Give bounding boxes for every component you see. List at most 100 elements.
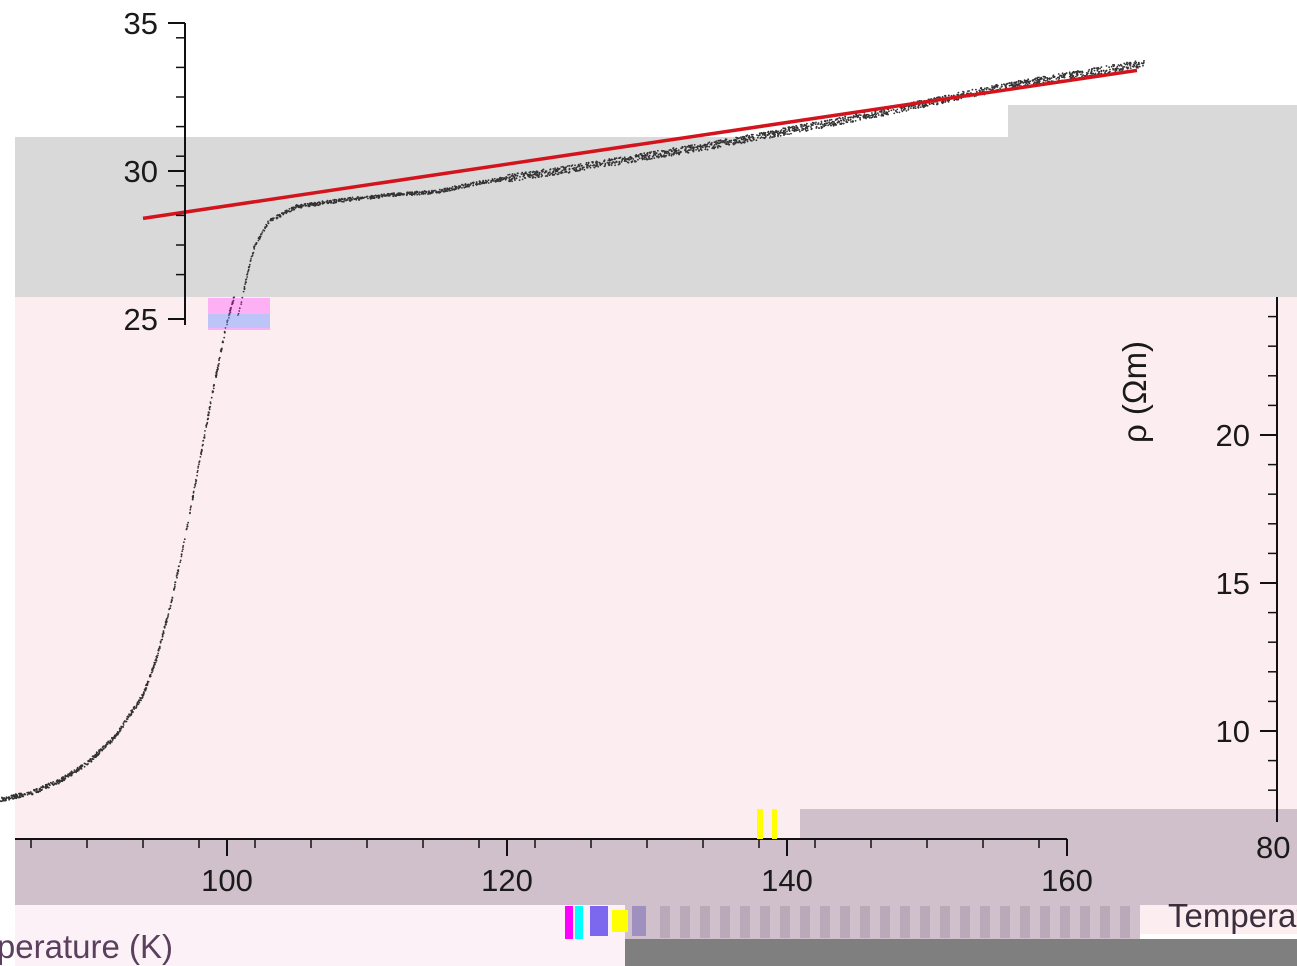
- data-point: [171, 599, 173, 602]
- data-point: [400, 192, 402, 195]
- data-point: [83, 765, 86, 768]
- data-point: [511, 173, 514, 175]
- data-point: [13, 797, 16, 800]
- glitch-tile: [1100, 906, 1110, 938]
- data-point: [795, 129, 797, 132]
- data-point: [84, 762, 87, 765]
- data-point: [118, 730, 121, 733]
- data-point: [62, 776, 65, 779]
- data-point: [888, 110, 890, 113]
- data-point: [738, 137, 741, 139]
- data-point: [528, 174, 531, 177]
- data-point: [681, 146, 684, 148]
- data-point: [57, 782, 60, 785]
- data-point: [418, 191, 421, 194]
- data-point: [408, 193, 411, 196]
- data-point: [397, 193, 399, 196]
- data-point: [376, 195, 378, 197]
- data-point: [309, 202, 312, 204]
- data-point: [1001, 85, 1003, 88]
- data-point: [551, 174, 554, 176]
- data-point: [416, 193, 419, 196]
- data-point: [51, 782, 54, 785]
- data-point: [193, 486, 196, 489]
- data-point: [798, 129, 801, 131]
- data-point: [29, 791, 32, 793]
- data-point: [1120, 68, 1122, 70]
- data-point: [533, 173, 536, 176]
- data-point: [1062, 75, 1065, 78]
- right-y-tick-label: 20: [1216, 418, 1250, 453]
- data-point: [173, 587, 176, 590]
- data-point: [758, 132, 761, 135]
- data-point: [1088, 68, 1091, 71]
- data-point: [750, 136, 752, 139]
- data-point: [820, 122, 823, 124]
- data-point: [90, 760, 93, 763]
- data-point: [799, 130, 801, 133]
- data-point: [261, 231, 264, 234]
- axes-layer: 25 30 35 10 15 20 100 120 140 160 80: [15, 6, 1290, 898]
- data-point: [540, 169, 543, 172]
- glitch-tile: [565, 906, 573, 939]
- data-point: [28, 792, 31, 795]
- data-point: [361, 196, 364, 199]
- data-point: [318, 201, 320, 204]
- data-point: [744, 139, 747, 142]
- data-point: [272, 219, 274, 222]
- glitch-tile: [1000, 906, 1010, 938]
- data-point: [887, 113, 889, 116]
- glitch-tile: [720, 906, 730, 938]
- data-point: [545, 175, 548, 177]
- data-point: [845, 119, 848, 121]
- data-point: [542, 168, 545, 171]
- data-point: [626, 161, 629, 164]
- data-point: [637, 155, 640, 158]
- data-point: [101, 746, 104, 749]
- data-point: [357, 197, 359, 200]
- data-point: [370, 196, 372, 199]
- data-point: [142, 693, 145, 696]
- glitch-tile: [980, 906, 990, 938]
- data-point: [673, 151, 676, 154]
- data-point: [657, 149, 659, 152]
- data-point: [755, 139, 758, 142]
- data-point: [1091, 68, 1093, 70]
- data-point: [475, 182, 478, 185]
- data-point: [302, 204, 305, 207]
- data-point: [240, 301, 243, 303]
- data-point: [898, 111, 901, 114]
- data-point: [823, 122, 826, 125]
- data-point: [200, 452, 202, 454]
- data-point: [913, 106, 915, 109]
- data-point: [643, 152, 646, 155]
- data-point: [757, 134, 760, 137]
- data-point: [157, 652, 160, 655]
- data-point: [35, 791, 38, 794]
- data-point: [510, 179, 512, 182]
- data-point: [153, 663, 156, 666]
- data-point: [968, 90, 970, 92]
- light-pink-band: [15, 905, 625, 935]
- data-point: [522, 173, 525, 176]
- data-point: [1017, 81, 1020, 83]
- data-point: [1081, 71, 1084, 74]
- data-point: [692, 149, 695, 152]
- data-point: [1135, 65, 1138, 68]
- data-point: [865, 117, 867, 120]
- data-point: [8, 798, 11, 801]
- data-point: [623, 156, 626, 159]
- data-point: [202, 440, 205, 442]
- data-point: [243, 285, 246, 288]
- data-point: [741, 141, 744, 144]
- data-point: [35, 788, 38, 790]
- data-point: [425, 191, 428, 194]
- data-point: [568, 167, 571, 170]
- data-point: [40, 786, 43, 788]
- glitch-tile: [1120, 906, 1130, 938]
- data-point: [730, 139, 733, 142]
- data-point: [907, 107, 910, 109]
- data-point: [540, 173, 543, 176]
- data-point: [536, 174, 538, 177]
- data-point: [643, 156, 646, 159]
